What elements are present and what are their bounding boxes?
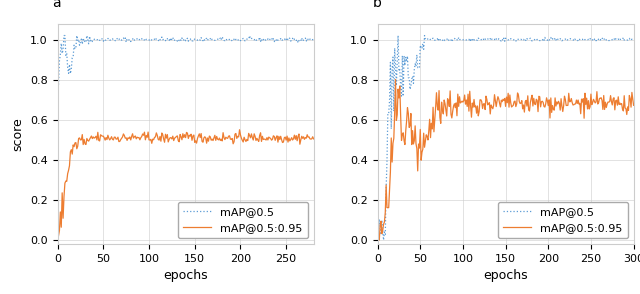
- mAP@0.5:0.95: [527, 97, 535, 100]
- mAP@0.5:0.95: [236, 128, 243, 131]
- mAP@0.5:0.95: [268, 138, 275, 142]
- mAP@0.5:0.95: [177, 135, 185, 139]
- mAP@0.5: [591, 37, 599, 41]
- mAP@0.5:0.95: [266, 136, 273, 140]
- mAP@0.5:0.95: [200, 136, 208, 140]
- mAP@0.5: [310, 38, 317, 42]
- Legend: mAP@0.5, mAP@0.5:0.95: mAP@0.5, mAP@0.5:0.95: [498, 202, 628, 238]
- mAP@0.5: [374, 234, 382, 238]
- Y-axis label: score: score: [12, 117, 24, 151]
- mAP@0.5: [394, 34, 402, 37]
- Text: b: b: [372, 0, 381, 10]
- mAP@0.5: [95, 39, 102, 43]
- X-axis label: epochs: epochs: [163, 269, 208, 282]
- mAP@0.5: [54, 83, 62, 86]
- mAP@0.5:0.95: [532, 98, 540, 101]
- mAP@0.5: [528, 39, 536, 43]
- mAP@0.5: [178, 36, 186, 40]
- mAP@0.5: [380, 238, 387, 242]
- mAP@0.5: [630, 37, 637, 41]
- mAP@0.5:0.95: [374, 235, 382, 238]
- mAP@0.5: [60, 34, 68, 37]
- mAP@0.5:0.95: [630, 103, 637, 107]
- Line: mAP@0.5: mAP@0.5: [58, 36, 314, 85]
- mAP@0.5: [266, 38, 273, 41]
- Line: mAP@0.5: mAP@0.5: [378, 36, 634, 240]
- Line: mAP@0.5:0.95: mAP@0.5:0.95: [378, 79, 634, 240]
- mAP@0.5:0.95: [607, 100, 615, 103]
- mAP@0.5:0.95: [591, 101, 599, 105]
- mAP@0.5:0.95: [212, 138, 220, 142]
- Text: a: a: [52, 0, 61, 10]
- mAP@0.5:0.95: [54, 234, 62, 238]
- mAP@0.5: [527, 37, 535, 41]
- X-axis label: epochs: epochs: [483, 269, 528, 282]
- mAP@0.5:0.95: [310, 137, 317, 141]
- Line: mAP@0.5:0.95: mAP@0.5:0.95: [58, 130, 314, 236]
- Legend: mAP@0.5, mAP@0.5:0.95: mAP@0.5, mAP@0.5:0.95: [178, 202, 308, 238]
- mAP@0.5:0.95: [376, 238, 383, 242]
- mAP@0.5:0.95: [94, 131, 102, 134]
- mAP@0.5: [268, 39, 275, 42]
- mAP@0.5: [532, 39, 540, 42]
- mAP@0.5: [213, 37, 221, 41]
- mAP@0.5: [607, 39, 615, 42]
- mAP@0.5: [201, 39, 209, 42]
- mAP@0.5: [376, 218, 383, 221]
- mAP@0.5:0.95: [392, 78, 399, 81]
- mAP@0.5:0.95: [376, 223, 384, 226]
- mAP@0.5:0.95: [528, 93, 536, 97]
